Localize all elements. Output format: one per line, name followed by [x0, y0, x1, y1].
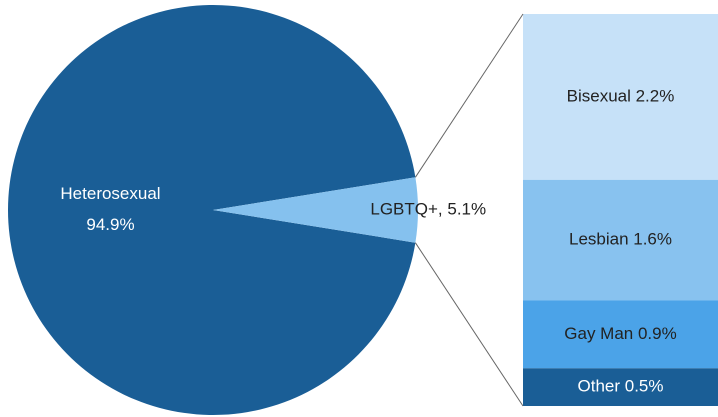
bar-segment: [523, 368, 718, 406]
pie-label: Heterosexual: [60, 184, 160, 203]
bar-segment: [523, 14, 718, 180]
connector-line: [414, 242, 524, 407]
pie-label: LGBTQ+, 5.1%: [370, 199, 486, 218]
bar-label: Other 0.5%: [578, 377, 664, 396]
bar-label: Gay Man 0.9%: [564, 324, 676, 343]
connector-line: [414, 13, 524, 178]
pie-label: 94.9%: [86, 215, 134, 234]
bar-label: Bisexual 2.2%: [567, 86, 675, 105]
bar-segment: [523, 179, 718, 301]
bar-label: Lesbian 1.6%: [569, 230, 672, 249]
pie-slice: [8, 4, 416, 416]
pie-slice: [213, 177, 419, 243]
bar-segment: [523, 300, 718, 369]
